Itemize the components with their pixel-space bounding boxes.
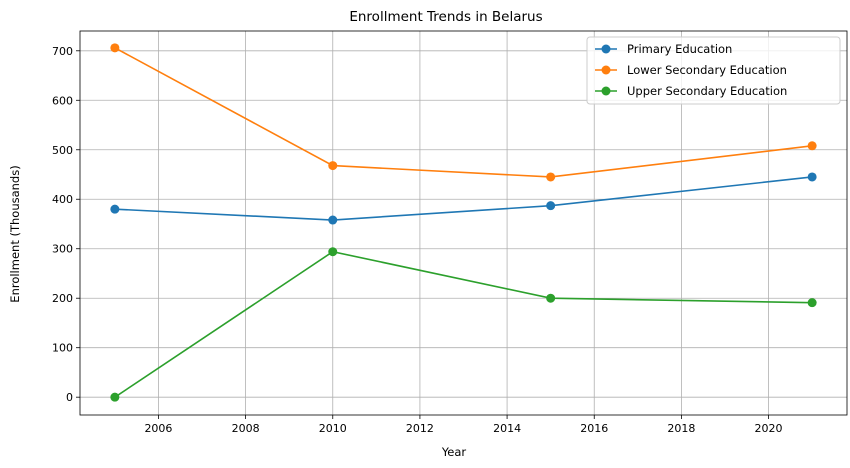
x-tick-label: 2016 (580, 422, 608, 435)
x-tick-label: 2014 (493, 422, 521, 435)
x-axis-label: Year (441, 445, 467, 459)
y-tick-label: 0 (66, 391, 73, 404)
series-layer (110, 43, 817, 402)
x-tick-label: 2010 (319, 422, 347, 435)
y-tick-label: 500 (52, 144, 73, 157)
series-line (114, 47, 813, 178)
y-axis-ticks: 0 100 200 300 400 500 600 700 (52, 45, 80, 404)
data-point (110, 392, 120, 402)
legend-marker (601, 44, 611, 54)
series-line (114, 176, 813, 221)
y-axis-label: Enrollment (Thousands) (8, 165, 22, 302)
legend-label: Primary Education (627, 42, 732, 56)
x-tick-label: 2020 (755, 422, 783, 435)
legend-item: Primary Education (595, 42, 732, 56)
y-tick-label: 100 (52, 342, 73, 355)
legend-label: Upper Secondary Education (627, 84, 787, 98)
y-tick-label: 600 (52, 94, 73, 107)
x-tick-label: 2008 (232, 422, 260, 435)
legend-item: Lower Secondary Education (595, 63, 787, 77)
x-axis-ticks: 2006 2008 2010 2012 2014 2016 2018 2020 (144, 415, 783, 435)
y-tick-label: 700 (52, 45, 73, 58)
chart-title: Enrollment Trends in Belarus (349, 9, 542, 25)
legend-marker (601, 86, 611, 96)
data-point (328, 215, 338, 225)
series-1 (110, 172, 817, 225)
data-point (807, 172, 817, 182)
plot-frame (79, 30, 848, 416)
legend-label: Lower Secondary Education (627, 63, 787, 77)
data-point (328, 161, 338, 171)
series-line (114, 250, 813, 398)
legend: Primary Education Lower Secondary Educati… (586, 36, 841, 105)
series-3 (110, 247, 817, 402)
data-point (546, 172, 556, 182)
legend-marker (601, 65, 611, 75)
legend-box (586, 36, 841, 105)
x-tick-label: 2006 (144, 422, 172, 435)
y-tick-label: 300 (52, 243, 73, 256)
data-point (546, 293, 556, 303)
data-point (807, 298, 817, 308)
data-point (110, 43, 120, 53)
data-point (546, 201, 556, 211)
data-point (328, 247, 338, 257)
data-point (110, 204, 120, 214)
x-tick-label: 2012 (406, 422, 434, 435)
y-tick-label: 400 (52, 193, 73, 206)
y-tick-label: 200 (52, 292, 73, 305)
x-tick-label: 2018 (667, 422, 695, 435)
series-2 (110, 43, 817, 182)
legend-item: Upper Secondary Education (595, 84, 787, 98)
data-point (807, 141, 817, 151)
